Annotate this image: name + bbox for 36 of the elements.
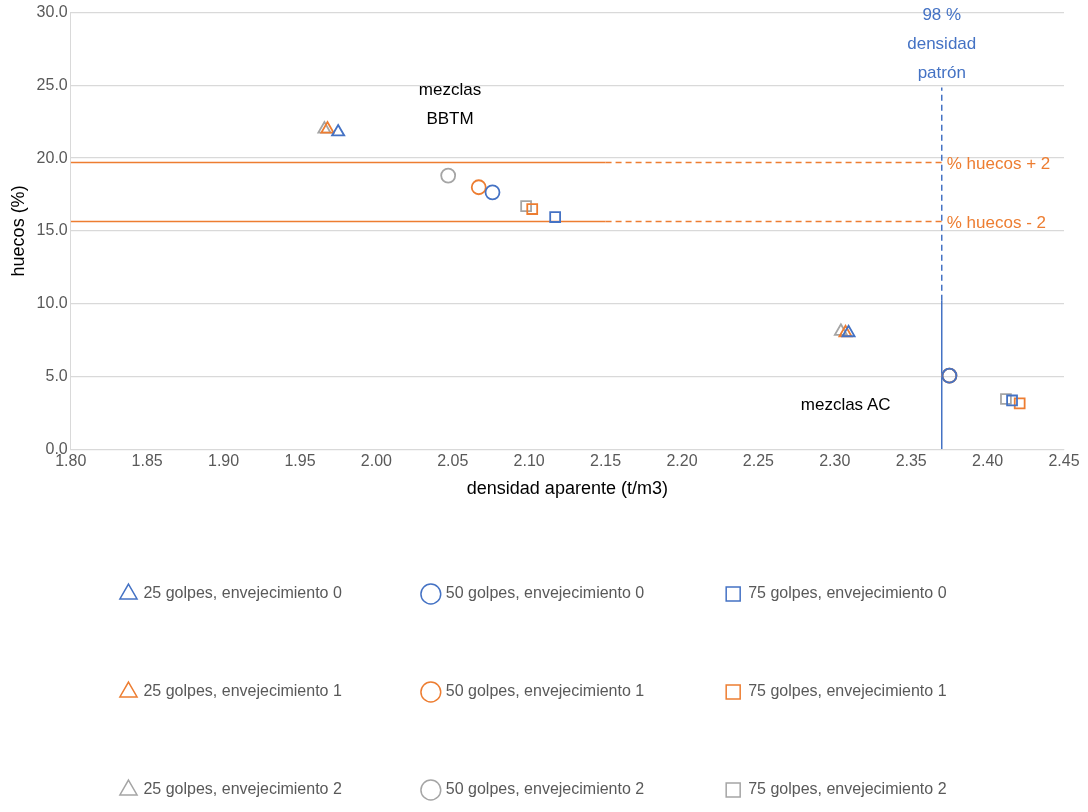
x-tick-label: 1.90 [207,452,240,470]
x-tick-label: 1.95 [284,452,316,470]
legend-label: 50 golpes, envejecimiento 0 [445,584,645,602]
legend-label: 75 golpes, envejecimiento 0 [748,584,947,602]
legend-label: 50 golpes, envejecimiento 2 [445,780,645,798]
x-tick-label: 2.00 [360,452,393,470]
x-tick-label: 2.20 [666,452,698,470]
y-tick-label: 25.0 [36,75,68,93]
x-tick-label: 2.25 [742,452,775,470]
x-tick-label: 2.30 [819,452,851,470]
y-axis-title: huecos (%) [7,185,28,277]
x-axis-title: densidad aparente (t/m3) [466,478,668,499]
x-tick-label: 2.40 [972,452,1004,470]
y-tick-label: 5.0 [45,366,68,384]
x-tick-label: 2.45 [1048,452,1080,470]
x-tick-label: 2.35 [895,452,927,470]
text: 98 % densidad patrón [907,5,977,83]
annotation: mezclas AC [800,395,891,415]
series-label: % huecos + 2 [946,154,1051,174]
legend-label: 25 golpes, envejecimiento 1 [143,682,342,700]
legend-label: 25 golpes, envejecimiento 0 [143,584,342,602]
y-tick-label: 10.0 [36,294,68,312]
x-tick-label: 2.15 [590,452,622,470]
annotation: mezclas BBTM [418,80,482,129]
legend-label: 25 golpes, envejecimiento 2 [143,780,342,798]
legend-label: 75 golpes, envejecimiento 2 [748,780,947,798]
legend-label: 75 golpes, envejecimiento 1 [748,682,947,700]
y-tick-label: 15.0 [36,221,68,239]
y-tick-label: 20.0 [36,148,68,166]
x-tick-label: 1.85 [131,452,163,470]
x-tick-label: 2.05 [437,452,469,470]
x-tick-label: 2.10 [513,452,545,470]
series-label: % huecos - 2 [946,213,1046,233]
legend-label: 50 golpes, envejecimiento 1 [445,682,645,700]
y-tick-label: 30.0 [36,3,68,21]
x-tick-label: 1.80 [55,452,87,470]
